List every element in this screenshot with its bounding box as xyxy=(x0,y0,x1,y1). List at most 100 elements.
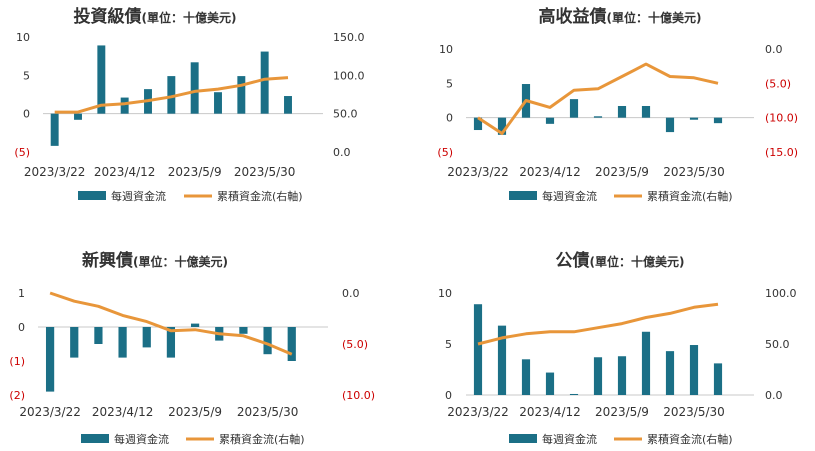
left-tick-label: 5 xyxy=(446,77,453,90)
x-tick-label: 2023/5/30 xyxy=(663,165,725,179)
weekly-flow-bar xyxy=(689,345,699,395)
weekly-flow-bar xyxy=(593,116,603,118)
legend-bar-swatch xyxy=(81,434,109,443)
weekly-flow-bar xyxy=(617,105,627,118)
legend-bar-label: 每週資金流 xyxy=(111,189,166,203)
right-tick-label: (10.0) xyxy=(342,389,375,402)
chart-title: 投資級債(單位：十億美元) xyxy=(74,6,237,27)
legend-bar-swatch xyxy=(509,434,537,443)
chart-title-main: 投資級債 xyxy=(74,6,142,27)
weekly-flow-bar xyxy=(665,117,675,133)
weekly-flow-bar xyxy=(118,327,127,358)
legend-bar-label: 每週資金流 xyxy=(542,432,597,446)
left-tick-label: 0 xyxy=(445,389,452,402)
left-tick-label: 0 xyxy=(23,108,30,121)
legend-line-label: 累積資金流(右軸) xyxy=(647,432,733,446)
right-tick-label: 50.0 xyxy=(333,108,358,121)
weekly-flow-bar xyxy=(239,327,248,334)
chart-subtitle: (單位：十億美元) xyxy=(590,254,685,269)
x-tick-label: 2023/4/12 xyxy=(92,405,154,419)
x-tick-label: 2023/5/30 xyxy=(237,405,299,419)
weekly-flow-bar xyxy=(74,113,82,120)
cumulative-flow-line xyxy=(49,291,293,356)
right-tick-label: (5.0) xyxy=(342,338,368,351)
cumulative-flow-line xyxy=(477,302,719,346)
weekly-flow-bar xyxy=(497,117,507,135)
cumulative-flow-line xyxy=(477,62,719,135)
legend-bar-label: 每週資金流 xyxy=(114,432,169,446)
weekly-flow-bar xyxy=(120,97,129,114)
cumulative-flow-line xyxy=(54,76,289,114)
right-tick-label: (5.0) xyxy=(765,77,791,90)
chart-title: 高收益債(單位：十億美元) xyxy=(539,6,702,27)
x-tick-label: 2023/3/22 xyxy=(24,165,86,179)
weekly-flow-bar xyxy=(473,304,483,395)
right-tick-label: 150.0 xyxy=(333,31,365,44)
weekly-flow-bar xyxy=(497,325,507,395)
x-tick-label: 2023/5/30 xyxy=(663,405,725,419)
weekly-flow-bar xyxy=(617,356,627,395)
weekly-flow-bar xyxy=(214,92,222,114)
right-tick-label: 100.0 xyxy=(765,287,797,300)
chart-title-main: 公債 xyxy=(556,250,590,271)
x-tick-label: 2023/5/9 xyxy=(168,165,222,179)
chart-subtitle: (單位：十億美元) xyxy=(133,254,228,269)
left-tick-label: 5 xyxy=(23,69,30,82)
weekly-flow-bar xyxy=(167,76,176,114)
weekly-flow-bar xyxy=(237,76,246,114)
x-tick-label: 2023/5/9 xyxy=(595,165,649,179)
weekly-flow-bar xyxy=(190,62,199,114)
left-tick-label: (2) xyxy=(9,389,25,402)
weekly-flow-bar xyxy=(713,363,723,395)
left-tick-label: 10 xyxy=(16,31,30,44)
weekly-flow-bar xyxy=(190,323,200,327)
left-tick-label: 0 xyxy=(18,321,25,334)
legend-line-label: 累積資金流(右軸) xyxy=(647,189,733,203)
left-tick-label: (1) xyxy=(9,355,25,368)
legend-line-label: 累積資金流(右軸) xyxy=(217,189,303,203)
chart-title: 新興債(單位：十億美元) xyxy=(82,250,228,271)
weekly-flow-bar xyxy=(45,327,55,392)
x-tick-label: 2023/3/22 xyxy=(447,165,509,179)
right-tick-label: 0.0 xyxy=(765,389,783,402)
legend-bar-label: 每週資金流 xyxy=(542,189,597,203)
weekly-flow-bar xyxy=(97,45,106,114)
legend-bar-swatch xyxy=(509,191,537,200)
weekly-flow-bar xyxy=(545,372,555,395)
x-tick-label: 2023/4/12 xyxy=(519,405,581,419)
left-tick-label: 5 xyxy=(445,338,452,351)
x-tick-label: 2023/5/9 xyxy=(168,405,222,419)
weekly-flow-bar xyxy=(641,331,651,395)
left-tick-label: 10 xyxy=(439,43,453,56)
right-tick-label: (10.0) xyxy=(765,112,798,125)
left-tick-label: 0 xyxy=(446,112,453,125)
x-tick-label: 2023/4/12 xyxy=(94,165,156,179)
weekly-flow-bar xyxy=(284,96,292,114)
weekly-flow-bar xyxy=(166,327,176,358)
weekly-flow-bar xyxy=(641,105,651,118)
right-tick-label: 0.0 xyxy=(333,146,351,159)
weekly-flow-bar xyxy=(521,359,531,395)
weekly-flow-bar xyxy=(569,393,579,395)
chart-subtitle: (單位：十億美元) xyxy=(142,10,237,25)
x-tick-label: 2023/3/22 xyxy=(447,405,509,419)
chart-subtitle: (單位：十億美元) xyxy=(607,10,702,25)
left-tick-label: 10 xyxy=(438,287,452,300)
weekly-flow-bar xyxy=(473,117,483,131)
x-tick-label: 2023/5/9 xyxy=(595,405,649,419)
right-tick-label: 0.0 xyxy=(765,43,783,56)
weekly-flow-bar xyxy=(287,327,296,361)
weekly-flow-bar xyxy=(665,351,675,395)
weekly-flow-bar xyxy=(713,117,723,124)
weekly-flow-bar xyxy=(142,327,151,348)
weekly-flow-bar xyxy=(263,327,272,355)
weekly-flow-bar xyxy=(70,327,79,358)
chart-title: 公債(單位：十億美元) xyxy=(556,250,685,271)
right-tick-label: 100.0 xyxy=(333,69,365,82)
left-tick-label: (5) xyxy=(14,146,30,159)
x-tick-label: 2023/5/30 xyxy=(234,165,296,179)
chart-title-main: 高收益債 xyxy=(539,6,607,27)
right-tick-label: 0.0 xyxy=(342,287,360,300)
x-tick-label: 2023/4/12 xyxy=(519,165,581,179)
